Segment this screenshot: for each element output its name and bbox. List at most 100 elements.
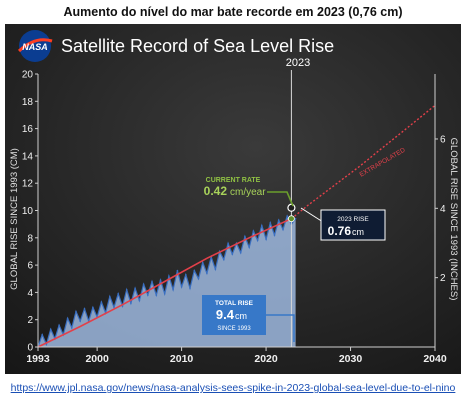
data-point [193, 269, 196, 272]
record-leader [300, 207, 324, 223]
data-point [176, 269, 179, 272]
record-marker [287, 203, 296, 212]
data-point [79, 320, 81, 322]
y-tick-label-left: 10 [22, 206, 34, 217]
data-point [294, 217, 297, 220]
data-point [244, 235, 246, 238]
total-rise-callout: TOTAL RISE 9.4 cm SINCE 1993 [202, 295, 295, 342]
data-point [239, 252, 242, 254]
source-link[interactable]: https://www.jpl.nasa.gov/news/nasa-analy… [10, 382, 456, 394]
y-tick-label-left: 0 [27, 343, 33, 354]
data-point [109, 295, 111, 298]
data-point [168, 275, 170, 277]
y-tick-label-left: 2 [27, 315, 33, 326]
current-rate-leader [267, 191, 294, 207]
data-point [83, 308, 86, 310]
total-rise-value: 9.4 [216, 307, 235, 322]
data-point [286, 215, 289, 217]
current-rate-title: CURRENT RATE [206, 177, 261, 184]
data-point [185, 273, 187, 276]
y-tick-label-left: 6 [27, 261, 33, 272]
x-tick-label: 2030 [339, 353, 363, 365]
data-point [269, 222, 272, 224]
data-point [125, 288, 128, 291]
y-tick-label-left: 4 [27, 288, 33, 299]
data-point [163, 293, 166, 295]
data-point [75, 310, 77, 313]
sea-level-line [37, 214, 297, 348]
data-point [214, 268, 217, 270]
data-point [138, 299, 141, 302]
data-point [252, 230, 255, 232]
data-point [113, 306, 115, 309]
data-point [100, 301, 103, 303]
y-axis-label-left: GLOBAL RISE SINCE 1993 (CM) [9, 148, 20, 290]
data-point [201, 261, 204, 264]
y-tick-label-left: 20 [22, 70, 34, 81]
data-point [189, 287, 191, 290]
data-point [265, 238, 267, 240]
chart-title: Satellite Record of Sea Level Rise [61, 36, 334, 56]
total-rise-leader [266, 314, 295, 342]
total-rise-title: TOTAL RISE [215, 300, 254, 307]
data-point [277, 219, 280, 221]
total-rise-subtitle: SINCE 1993 [217, 326, 251, 332]
data-point [117, 293, 119, 295]
record-2023-callout: 2023 RISE 0.76 cm [300, 207, 386, 241]
data-point [155, 294, 158, 296]
data-point [58, 324, 60, 327]
total-rise-box [202, 295, 266, 335]
data-point [172, 288, 174, 291]
data-point [223, 258, 225, 261]
record-unit: cm [352, 227, 364, 237]
chart-panel: NASA Satellite Record of Sea Level Rise … [5, 24, 461, 374]
record-title: 2023 RISE [337, 216, 369, 223]
nasa-logo: NASA [17, 30, 53, 62]
data-point [134, 287, 136, 290]
y-tick-label-right: 2 [440, 273, 446, 284]
data-point [273, 234, 276, 236]
data-point [49, 328, 52, 331]
data-point [248, 246, 250, 249]
total-rise-unit: cm [235, 311, 247, 321]
y-tick-label-left: 8 [27, 233, 33, 244]
data-point [227, 242, 229, 245]
record-box [320, 209, 386, 241]
y-tick-label-right: 6 [440, 134, 446, 145]
current-rate-marker [288, 215, 295, 223]
caption: Aumento do nível do mar bate recorde em … [63, 5, 403, 19]
data-point [130, 302, 132, 305]
data-point [159, 279, 162, 281]
data-point [256, 239, 259, 242]
data-point [71, 327, 73, 329]
data-point [66, 317, 69, 320]
marker-year-label: 2023 [286, 57, 310, 69]
y-axis-label-right: GLOBAL RISE SINCE 1993 (INCHES) [448, 138, 459, 301]
y-tick-label-right: 4 [440, 204, 446, 215]
data-point [151, 280, 153, 283]
extrapolated-line [290, 104, 436, 220]
nasa-logo-text: NASA [22, 42, 48, 52]
current-rate-callout: CURRENT RATE 0.42 cm/year [204, 177, 294, 207]
data-point [282, 228, 284, 231]
data-point [92, 306, 94, 309]
trend-line [37, 217, 292, 348]
x-tick-label: 2040 [423, 353, 447, 365]
x-tick-label: 1993 [26, 353, 50, 365]
data-point [206, 272, 208, 275]
data-point [180, 286, 183, 288]
data-point [197, 278, 200, 280]
x-tick-label: 2010 [170, 353, 194, 365]
current-rate-value: 0.42 [204, 184, 228, 198]
sea-level-chart: NASA Satellite Record of Sea Level Rise … [5, 24, 461, 374]
x-tick-label: 2020 [254, 353, 278, 365]
y-tick-label-left: 12 [22, 179, 34, 190]
x-tick-label: 2000 [85, 353, 109, 365]
data-point [142, 283, 145, 286]
data-point [261, 224, 263, 227]
y-tick-label-left: 14 [22, 151, 34, 162]
record-value: 0.76 [328, 224, 352, 238]
y-tick-label-left: 16 [22, 124, 34, 135]
y-tick-label-left: 18 [22, 97, 34, 108]
current-rate-unit: cm/year [230, 187, 266, 198]
